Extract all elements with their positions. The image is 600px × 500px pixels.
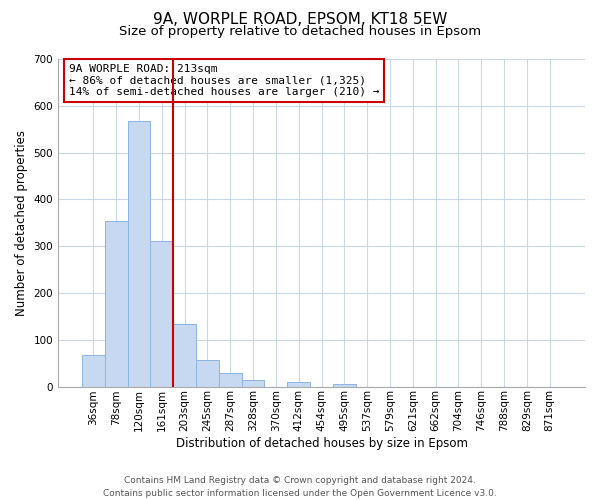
Bar: [242, 380, 265, 386]
Text: Size of property relative to detached houses in Epsom: Size of property relative to detached ho…: [119, 25, 481, 38]
Bar: [128, 121, 151, 386]
Text: 9A WORPLE ROAD: 213sqm
← 86% of detached houses are smaller (1,325)
14% of semi-: 9A WORPLE ROAD: 213sqm ← 86% of detached…: [68, 64, 379, 97]
Bar: [333, 384, 356, 386]
Bar: [173, 324, 196, 386]
X-axis label: Distribution of detached houses by size in Epsom: Distribution of detached houses by size …: [176, 437, 467, 450]
Y-axis label: Number of detached properties: Number of detached properties: [15, 130, 28, 316]
Bar: [151, 240, 173, 386]
Bar: [219, 374, 242, 386]
Text: Contains HM Land Registry data © Crown copyright and database right 2024.
Contai: Contains HM Land Registry data © Crown c…: [103, 476, 497, 498]
Bar: [287, 382, 310, 386]
Text: 9A, WORPLE ROAD, EPSOM, KT18 5EW: 9A, WORPLE ROAD, EPSOM, KT18 5EW: [153, 12, 447, 28]
Bar: [82, 354, 105, 386]
Bar: [196, 360, 219, 386]
Bar: [105, 221, 128, 386]
